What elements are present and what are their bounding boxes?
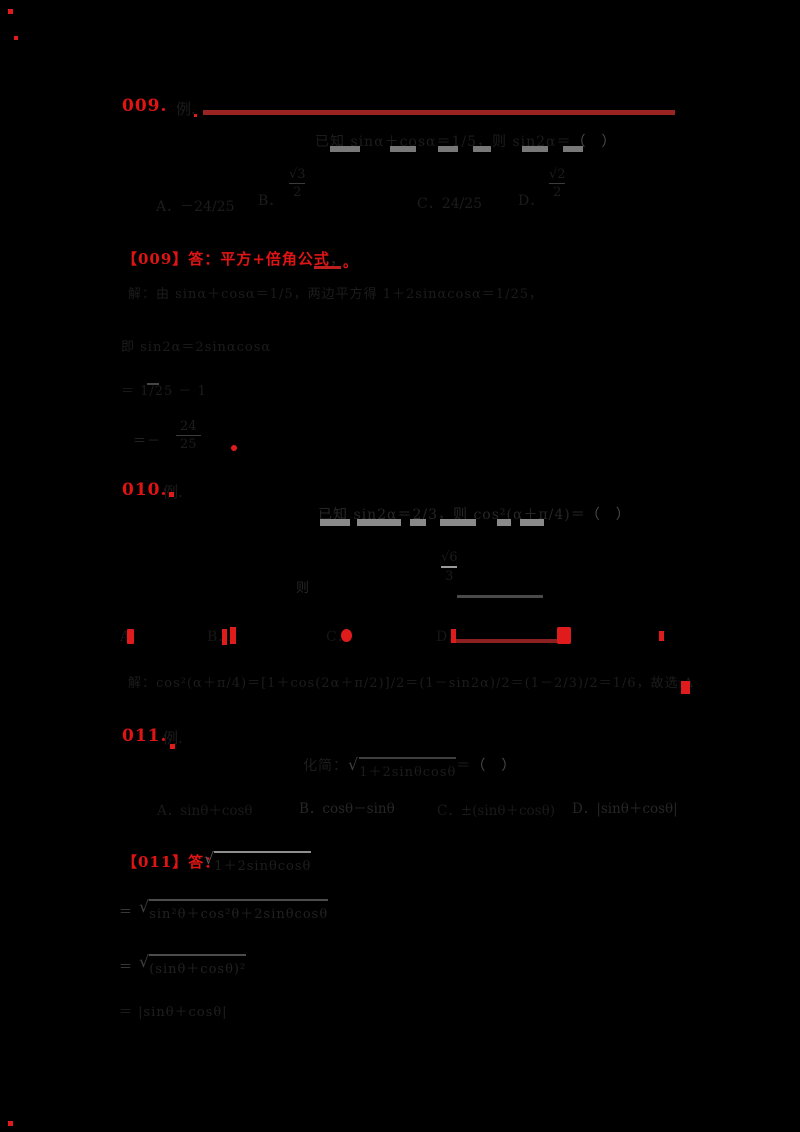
red-answer-underline bbox=[456, 639, 559, 643]
question-009-option-d: D． √2 2 bbox=[518, 168, 566, 217]
answer-radicand: 1＋2sinθcosθ bbox=[214, 851, 312, 874]
red-mark-row-end bbox=[659, 631, 664, 641]
question-010-option-b-label: B． bbox=[207, 629, 232, 645]
question-009-tag-dot bbox=[194, 114, 197, 117]
ghost-glyph-patch bbox=[563, 146, 583, 152]
option-d-fraction: √2 2 bbox=[546, 168, 569, 199]
fraction-denominator: 2 bbox=[549, 183, 566, 199]
result-period-dot bbox=[231, 445, 237, 451]
corner-mark-bottom bbox=[8, 1121, 13, 1126]
answer-period: 。 bbox=[343, 255, 357, 271]
option-d-label: D． bbox=[518, 193, 544, 209]
ghost-glyph-patch bbox=[497, 519, 511, 526]
fraction-denominator: 3 bbox=[441, 566, 458, 583]
question-011-lead: 化简： bbox=[303, 758, 348, 774]
fraction-numerator: 24 bbox=[180, 419, 197, 434]
red-mark-option-d-end bbox=[557, 627, 571, 644]
question-009-number: 009. bbox=[122, 96, 168, 116]
option-b-fraction: √3 2 bbox=[286, 168, 309, 199]
ghost-glyph-patch bbox=[440, 519, 476, 526]
step1-radical: √ sin²θ＋cos²θ＋2sinθcosθ bbox=[139, 897, 329, 922]
option-b-label: B． bbox=[258, 193, 283, 209]
question-011-option-d: D．|sinθ＋cosθ| bbox=[572, 801, 678, 817]
step1-equals: ＝ bbox=[119, 905, 134, 920]
corner-mark-top-2 bbox=[14, 36, 18, 40]
red-mark-option-b-1 bbox=[222, 629, 227, 645]
question-011-number: 011. bbox=[122, 726, 168, 746]
step1-radicand: sin²θ＋cos²θ＋2sinθcosθ bbox=[149, 899, 329, 922]
question-010-fraction: √6 3 bbox=[438, 551, 461, 583]
ghost-glyph-patch bbox=[473, 146, 491, 152]
option-c-value: 24/25 bbox=[441, 196, 483, 212]
step3-line: ＝ |sinθ＋cosθ| bbox=[119, 1005, 228, 1020]
red-mark-option-c bbox=[341, 629, 352, 642]
sqrt-icon: √ bbox=[139, 897, 150, 916]
question-009-option-c: C．24/25 bbox=[417, 193, 482, 213]
question-010-option-d-label: D． bbox=[436, 629, 462, 645]
red-mark-option-a bbox=[127, 629, 134, 644]
question-010-answer-bracket: （ ） bbox=[585, 507, 631, 523]
question-009-text: 已知 sinα＋cosα＝1/5，则 sin2α＝（ ） bbox=[315, 131, 617, 151]
solution-line-3: ＝ 1/25 － 1 bbox=[121, 384, 207, 399]
red-mark-option-b-2 bbox=[230, 627, 236, 644]
option-c-label: C． bbox=[417, 196, 442, 212]
ghost-glyph-patch bbox=[410, 519, 426, 526]
result-fraction: 24 25 bbox=[176, 420, 201, 451]
question-011-tag: 例. bbox=[163, 729, 183, 747]
solution-line-1: 解：由 sinα＋cosα＝1/5，两边平方得 1＋2sinαcosα＝1/25… bbox=[128, 287, 543, 302]
fraction-numerator: √2 bbox=[549, 167, 566, 182]
fraction-numerator: √3 bbox=[289, 167, 306, 182]
question-010-explanation: 解：cos²(α＋π/4)＝[1＋cos(2α＋π/2)]/2＝(1－sin2α… bbox=[128, 676, 695, 691]
corner-mark-top-1 bbox=[8, 9, 13, 14]
question-010-line2-lead: 则 bbox=[296, 581, 311, 596]
ghost-glyph-patch bbox=[357, 519, 401, 526]
question-009-answer-line: 【009】答：平方+倍角公式， bbox=[122, 248, 346, 269]
question-010-blank-line bbox=[457, 595, 543, 598]
question-011-text: 化简： √ 1＋2sinθcosθ ＝（ ） bbox=[303, 755, 517, 781]
answer-method: 平方+倍角公式 bbox=[220, 250, 330, 268]
result-equals: ＝－ bbox=[133, 434, 162, 449]
sqrt-icon: √ bbox=[348, 755, 360, 774]
step2-radicand: (sinθ＋cosθ)² bbox=[149, 954, 247, 977]
ghost-glyph-patch bbox=[522, 146, 548, 152]
ghost-overline bbox=[147, 383, 159, 385]
sqrt-icon: √ bbox=[139, 952, 150, 971]
ghost-glyph-patch bbox=[520, 519, 544, 526]
question-009-option-a: A．－24/25 bbox=[156, 196, 234, 216]
question-011-option-c: C．±(sinθ＋cosθ) bbox=[437, 803, 555, 819]
answer-underline bbox=[314, 266, 341, 269]
question-011-tail: ＝ bbox=[456, 758, 472, 774]
fraction-numerator: √6 bbox=[441, 550, 458, 565]
ghost-glyph-patch bbox=[438, 146, 458, 152]
ghost-glyph-patch bbox=[320, 519, 350, 526]
fraction-denominator: 25 bbox=[176, 435, 201, 451]
option-a-label: A． bbox=[156, 199, 181, 215]
step2-radical: √ (sinθ＋cosθ)² bbox=[139, 952, 247, 977]
question-009-body: 已知 sinα＋cosα＝1/5，则 sin2α＝ bbox=[315, 134, 572, 150]
ghost-glyph-patch bbox=[390, 146, 416, 152]
question-011-tag-dot bbox=[170, 744, 175, 749]
step2-equals: ＝ bbox=[119, 960, 134, 975]
question-009-tag: 例. bbox=[176, 100, 196, 118]
sqrt-icon: √ bbox=[204, 849, 215, 868]
red-mark-option-d-start bbox=[451, 629, 456, 643]
answer-prefix: 【009】答： bbox=[122, 250, 221, 268]
question-011-option-b: B．cosθ－sinθ bbox=[299, 801, 395, 817]
question-010-tag-dot bbox=[169, 492, 174, 497]
question-009-option-b: B． √3 2 bbox=[258, 168, 306, 217]
solution-line-2: 即 sin2α＝2sinαcosα bbox=[121, 340, 272, 355]
question-011-radicand: 1＋2sinθcosθ bbox=[359, 757, 457, 780]
question-011-answer-prefix: 【011】答： bbox=[122, 853, 221, 871]
question-011-answer-bracket: （ ） bbox=[471, 758, 517, 774]
fraction-denominator: 2 bbox=[289, 183, 306, 199]
question-011-answer-radical: √ 1＋2sinθcosθ bbox=[204, 849, 312, 874]
option-a-value: －24/25 bbox=[180, 199, 235, 215]
question-011-option-a: A．sinθ＋cosθ bbox=[157, 803, 253, 819]
explanation-end-square bbox=[681, 681, 690, 694]
question-009-rule bbox=[203, 110, 675, 115]
question-010-number: 010. bbox=[122, 480, 168, 500]
ghost-glyph-patch bbox=[330, 146, 360, 152]
answer-separator: ， bbox=[329, 250, 346, 268]
